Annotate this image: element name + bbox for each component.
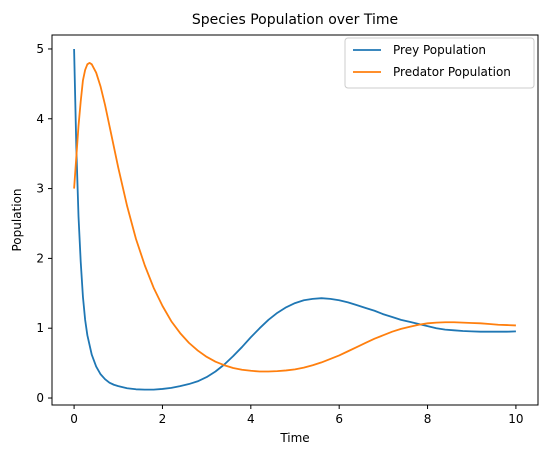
x-tick-label: 2: [159, 412, 167, 426]
x-tick-label: 4: [247, 412, 255, 426]
predator-population-line: [73, 62, 516, 373]
prey-population-line: [73, 48, 516, 391]
x-tick-label: 10: [508, 412, 523, 426]
y-tick-label: 3: [36, 182, 44, 196]
legend-label-predator: Predator Population: [393, 65, 511, 79]
y-tick-label: 0: [36, 391, 44, 405]
y-tick-label: 5: [36, 42, 44, 56]
x-tick-label: 6: [335, 412, 343, 426]
y-axis-label: Population: [10, 188, 24, 251]
legend-label-prey: Prey Population: [393, 43, 486, 57]
y-tick-label: 4: [36, 112, 44, 126]
x-axis-label: Time: [279, 431, 309, 445]
x-tick-label: 8: [424, 412, 432, 426]
y-axis-ticks: 0 1 2 3 4 5: [36, 42, 52, 405]
y-tick-label: 2: [36, 251, 44, 265]
plot-frame: [51, 34, 539, 406]
y-tick-label: 1: [36, 321, 44, 335]
x-axis-ticks: 0 2 4 6 8 10: [70, 405, 524, 426]
x-tick-label: 0: [70, 412, 78, 426]
chart-title: Species Population over Time: [192, 12, 398, 28]
legend: Prey Population Predator Population: [344, 37, 535, 89]
plot-lines: [73, 48, 516, 391]
legend-box: [344, 37, 535, 89]
